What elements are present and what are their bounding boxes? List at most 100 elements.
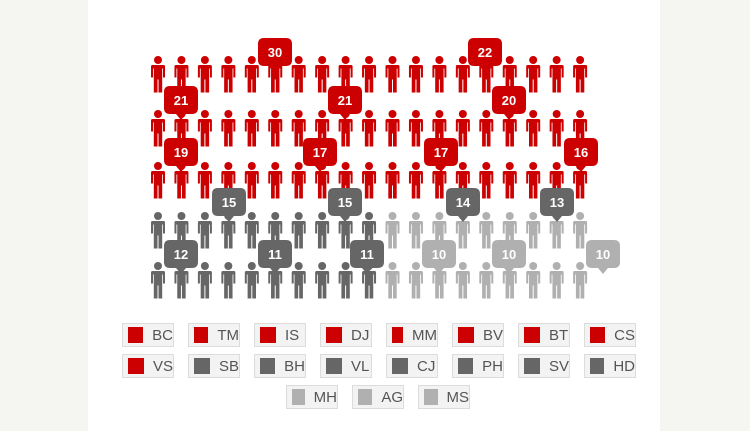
- legend-swatch: [326, 327, 342, 343]
- person-icon: [174, 56, 189, 93]
- legend-item-bc[interactable]: BC: [122, 323, 174, 347]
- legend-swatch: [128, 327, 144, 343]
- legend-item-cs[interactable]: CS: [584, 323, 636, 347]
- person-icon: [362, 56, 377, 93]
- legend-item-sv[interactable]: SV: [518, 354, 570, 378]
- person-icon: [244, 110, 259, 147]
- legend-label: VS: [152, 357, 173, 375]
- person-icon: [244, 56, 259, 93]
- person-icon: [526, 212, 541, 249]
- legend-item-hd[interactable]: HD: [584, 354, 636, 378]
- badge-value: 16: [574, 145, 588, 160]
- value-badge-bc: 21: [164, 86, 198, 120]
- person-icon: [151, 162, 165, 199]
- legend-item-vl[interactable]: VL: [320, 354, 372, 378]
- person-icon: [432, 56, 447, 93]
- chart-panel: 21 19 30 17 21 17 22 20 16 12 15 11 15 11 14 13 10 10 10 B…: [88, 0, 660, 431]
- legend-item-tm[interactable]: TM: [188, 323, 240, 347]
- legend-item-ph[interactable]: PH: [452, 354, 504, 378]
- value-badge-bv: 17: [424, 138, 458, 172]
- value-badge-vs: 16: [564, 138, 598, 172]
- legend-swatch: [590, 358, 605, 374]
- badge-value: 15: [222, 195, 236, 210]
- legend-item-ag[interactable]: AG: [352, 385, 404, 409]
- badge-value: 19: [174, 145, 188, 160]
- legend-item-bt[interactable]: BT: [518, 323, 570, 347]
- legend-item-mm[interactable]: MM: [386, 323, 438, 347]
- legend-item-mh[interactable]: MH: [286, 385, 338, 409]
- legend-swatch: [194, 358, 210, 374]
- person-icon: [573, 212, 588, 249]
- person-icon: [315, 56, 330, 93]
- person-icon: [479, 262, 494, 299]
- person-icon: [315, 212, 330, 249]
- person-icon: [338, 262, 353, 299]
- person-icon: [197, 110, 212, 147]
- person-icon: [479, 110, 494, 147]
- person-icon: [385, 212, 400, 249]
- legend-label: HD: [613, 357, 635, 375]
- person-icon: [197, 56, 212, 93]
- legend-label: MM: [412, 326, 437, 344]
- badge-value: 17: [313, 145, 327, 160]
- legend-label: BT: [549, 326, 569, 344]
- legend-swatch: [128, 358, 144, 374]
- person-icon: [455, 110, 470, 147]
- person-icon: [244, 262, 259, 299]
- badge-value: 11: [268, 247, 282, 262]
- value-badge-ph: 11: [350, 240, 384, 274]
- person-icon: [151, 212, 165, 249]
- person-icon: [244, 162, 259, 199]
- legend-label: BH: [284, 357, 305, 375]
- person-icon: [573, 56, 588, 93]
- legend-label: SV: [548, 357, 569, 375]
- person-icon: [291, 56, 306, 93]
- person-icon: [479, 162, 494, 199]
- person-icon: [221, 262, 236, 299]
- badge-value: 30: [268, 45, 282, 60]
- legend-item-vs[interactable]: VS: [122, 354, 174, 378]
- legend-item-bh[interactable]: BH: [254, 354, 306, 378]
- badge-value: 12: [174, 247, 188, 262]
- badge-value: 21: [338, 93, 352, 108]
- value-badge-sv: 14: [446, 188, 480, 222]
- value-badge-mm: 21: [328, 86, 362, 120]
- legend-item-bv[interactable]: BV: [452, 323, 504, 347]
- person-icon: [151, 56, 165, 93]
- person-icon: [526, 162, 541, 199]
- value-badge-is: 30: [258, 38, 292, 72]
- legend-swatch: [424, 389, 438, 405]
- legend-label: DJ: [351, 326, 370, 344]
- legend-item-ms[interactable]: MS: [418, 385, 470, 409]
- person-icon: [526, 110, 541, 147]
- value-badge-mh: 10: [422, 240, 456, 274]
- person-icon: [526, 56, 541, 93]
- person-icon: [244, 212, 259, 249]
- legend-swatch: [292, 389, 305, 405]
- legend-item-cj[interactable]: CJ: [386, 354, 438, 378]
- person-icon: [549, 110, 564, 147]
- legend-item-sb[interactable]: SB: [188, 354, 240, 378]
- badge-value: 10: [432, 247, 446, 262]
- legend-swatch: [358, 389, 373, 405]
- legend-swatch: [392, 327, 403, 343]
- person-icon: [197, 212, 212, 249]
- person-icon: [268, 162, 283, 199]
- person-icon: [221, 110, 236, 147]
- person-icon: [408, 212, 423, 249]
- person-icon: [197, 162, 212, 199]
- badge-value: 15: [338, 195, 352, 210]
- person-icon: [151, 262, 165, 299]
- legend-swatch: [524, 327, 540, 343]
- legend-swatch: [458, 358, 474, 374]
- person-icon: [455, 262, 470, 299]
- person-icon: [502, 162, 517, 199]
- legend-item-dj[interactable]: DJ: [320, 323, 372, 347]
- person-icon: [338, 56, 353, 93]
- legend-swatch: [458, 327, 474, 343]
- person-icon: [385, 56, 400, 93]
- value-badge-hd: 13: [540, 188, 574, 222]
- person-icon: [291, 262, 306, 299]
- person-icon: [197, 262, 212, 299]
- legend-item-is[interactable]: IS: [254, 323, 306, 347]
